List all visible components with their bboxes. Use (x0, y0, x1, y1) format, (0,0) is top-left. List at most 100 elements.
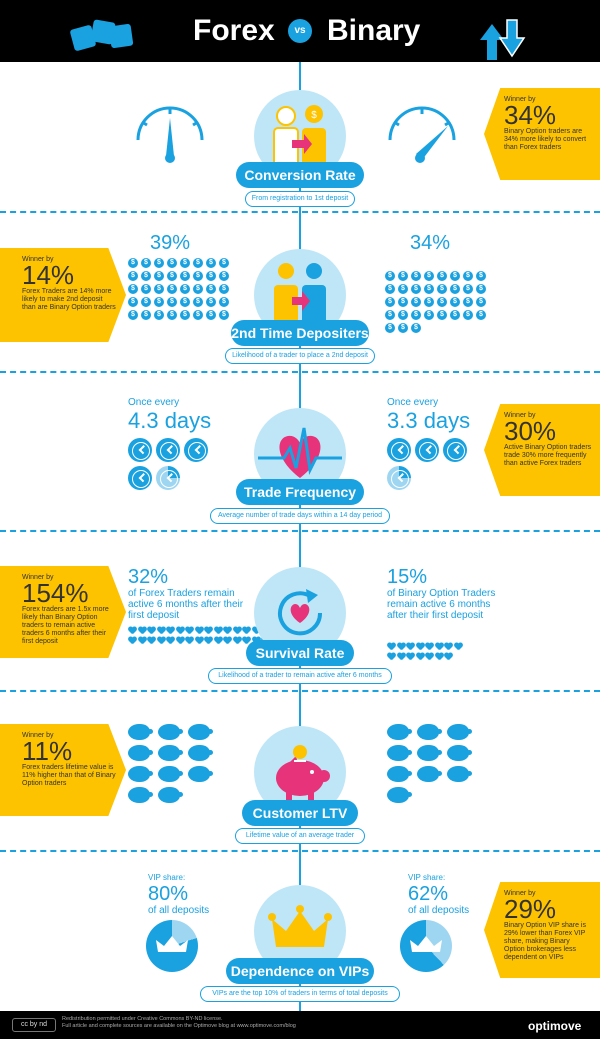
dollar-coin-icon: $ (411, 297, 421, 307)
crown-icon (156, 936, 188, 952)
dollar-coin-icon: $ (206, 258, 216, 268)
people-coin-icon: $ (273, 105, 326, 169)
dollar-coin-icon: $ (411, 271, 421, 281)
dollar-coin-icon: $ (463, 271, 473, 281)
forex-title: Forex (193, 14, 275, 47)
heart-icon (435, 643, 443, 651)
winner-pct: 34% (504, 100, 557, 130)
heart-icon (397, 653, 405, 661)
forex-clock-grid (128, 438, 208, 490)
piggy-bank-icon (128, 787, 153, 803)
heart-icon (195, 627, 203, 635)
forex-vip-block: VIP share: 80% of all deposits (148, 872, 248, 916)
vip-dependence-subtitle: VIPs are the top 10% of traders in terms… (200, 986, 400, 1002)
binary-survival-pct: 15% (387, 566, 428, 588)
trade-frequency-title: Trade Frequency (236, 479, 364, 505)
license-line-2[interactable]: Full article and complete sources are av… (62, 1023, 296, 1029)
dollar-coin-icon: $ (476, 271, 486, 281)
binary-vip-text: of all deposits (408, 905, 470, 916)
dollar-coin-icon: $ (424, 297, 434, 307)
dollar-coin-icon: $ (180, 297, 190, 307)
dollar-coin-icon: $ (463, 297, 473, 307)
winner-label: Winner by (504, 412, 536, 419)
section-separator (0, 211, 600, 213)
dollar-coin-icon: $ (411, 284, 421, 294)
winner-label: Winner by (22, 574, 54, 581)
optimove-logo[interactable]: optimove (528, 1019, 582, 1033)
clock-icon (128, 438, 152, 462)
dollar-coin-icon: $ (141, 310, 151, 320)
dollar-coin-icon: $ (128, 271, 138, 281)
crown-icon (410, 936, 442, 952)
heart-icon (425, 643, 433, 651)
forex-survival-text: of Forex Traders remain active 6 months … (128, 588, 244, 621)
dollar-coin-icon: $ (180, 271, 190, 281)
heart-icon (157, 627, 165, 635)
dollar-coin-icon: $ (167, 310, 177, 320)
piggy-bank-icon (387, 724, 412, 740)
section-separator (0, 850, 600, 852)
dollar-coin-icon: $ (219, 297, 229, 307)
heart-icon (157, 637, 165, 645)
dollar-coin-icon: $ (193, 297, 203, 307)
license-text: Redistribution permitted under Creative … (62, 1016, 296, 1030)
piggy-bank-icon (387, 787, 412, 803)
heart-icon (138, 627, 146, 635)
clock-icon (415, 438, 439, 462)
forex-2nd-deposit-pct: 39% (150, 232, 191, 254)
license-line-1: Redistribution permitted under Creative … (62, 1016, 223, 1022)
forex-survival-pct: 32% (128, 566, 169, 588)
dollar-coin-icon: $ (219, 258, 229, 268)
forex-piggy-grid (128, 724, 213, 803)
dollar-coin-icon: $ (437, 310, 447, 320)
survival-rate-title: Survival Rate (246, 640, 354, 666)
binary-vip-block: VIP share: 62% of all deposits (408, 872, 508, 916)
heart-icon (444, 653, 452, 661)
winner-label: Winner by (504, 96, 536, 103)
clock-icon (387, 438, 411, 462)
piggy-bank-icon (188, 745, 213, 761)
binary-vip-label: VIP share: (408, 873, 446, 882)
heart-icon (195, 637, 203, 645)
winner-desc: Forex Traders are 14% more likely to mak… (22, 288, 116, 311)
vip-winner-card: Winner by 29% Binary Option VIP share is… (484, 882, 600, 978)
winner-desc: Forex traders are 1.5x more likely than … (22, 606, 109, 645)
dollar-coin-icon: $ (398, 297, 408, 307)
binary-title: Binary (327, 14, 421, 47)
vs-badge: vs (288, 19, 312, 43)
dollar-coin-icon: $ (154, 271, 164, 281)
dollar-coin-icon: $ (424, 284, 434, 294)
dollar-coin-icon: $ (167, 271, 177, 281)
dollar-coin-icon: $ (180, 258, 190, 268)
dollar-coin-icon: $ (463, 284, 473, 294)
dollar-coin-icon: $ (424, 271, 434, 281)
speedometer-forex-icon (136, 106, 204, 163)
piggy-bank-icon (158, 766, 183, 782)
center-divider-line (299, 62, 301, 1011)
piggy-bank-icon (158, 787, 183, 803)
trade-frequency-subtitle: Average number of trade days within a 14… (210, 508, 390, 524)
piggy-bank-icon (387, 766, 412, 782)
dollar-coin-icon: $ (411, 323, 421, 333)
dollar-coin-icon: $ (180, 284, 190, 294)
heart-icon (223, 627, 231, 635)
clock-icon (156, 438, 180, 462)
dollar-coin-icon: $ (128, 284, 138, 294)
piggy-bank-icon (188, 724, 213, 740)
dollar-coin-icon: $ (167, 297, 177, 307)
piggy-bank-icon (188, 766, 213, 782)
section-separator (0, 530, 600, 532)
dollar-coin-icon: $ (219, 284, 229, 294)
winner-desc: Binary Option traders are 34% more likel… (504, 128, 587, 151)
forex-vip-label: VIP share: (148, 873, 186, 882)
dollar-coin-icon: $ (476, 284, 486, 294)
dollar-coin-icon: $ (219, 271, 229, 281)
heartbeat-icon (258, 427, 342, 478)
dollar-coin-icon: $ (167, 284, 177, 294)
frequency-winner-card: Winner by 30% Active Binary Option trade… (484, 404, 600, 496)
heart-icon (166, 637, 174, 645)
piggy-bank-icon (417, 766, 442, 782)
dollar-coin-icon: $ (385, 284, 395, 294)
clock-icon (184, 438, 208, 462)
binary-vip-pct: 62% (408, 883, 449, 905)
